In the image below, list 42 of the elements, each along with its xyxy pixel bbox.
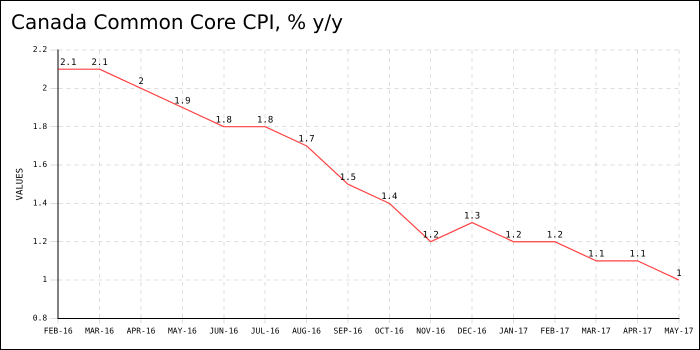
data-label: 1 bbox=[676, 268, 682, 279]
y-tick-label: 1.8 bbox=[32, 122, 48, 131]
data-label: 1.2 bbox=[546, 230, 563, 241]
x-tick-label: JAN-17 bbox=[499, 326, 528, 336]
x-tick-label: MAY-16 bbox=[168, 326, 198, 336]
data-label: 1.7 bbox=[298, 134, 315, 145]
y-tick-label: 1.4 bbox=[32, 198, 48, 208]
x-tick-label: MAY-17 bbox=[664, 326, 694, 336]
x-tick-label: FEB-17 bbox=[540, 326, 570, 336]
x-tick-label: SEP-16 bbox=[333, 326, 363, 336]
x-tick-label: APR-17 bbox=[623, 326, 652, 336]
y-tick-label: 2.2 bbox=[32, 45, 48, 54]
data-label: 1.2 bbox=[422, 230, 439, 241]
data-label: 1.5 bbox=[340, 173, 356, 184]
x-tick-label: MAR-16 bbox=[85, 326, 114, 336]
data-label: 1.3 bbox=[464, 211, 480, 222]
y-tick-label: 1.6 bbox=[32, 160, 48, 170]
y-axis-title: VALUES bbox=[16, 168, 26, 200]
data-label: 2.1 bbox=[60, 58, 76, 68]
x-tick-label: MAR-17 bbox=[582, 326, 611, 336]
y-tick-label: 2 bbox=[42, 83, 48, 92]
y-tick-label: 0.8 bbox=[32, 313, 48, 322]
data-label: 1.9 bbox=[174, 96, 191, 106]
x-tick-label: JUL-16 bbox=[250, 326, 280, 336]
data-label: 1.1 bbox=[629, 250, 646, 260]
x-tick-label: DEC-16 bbox=[458, 326, 487, 336]
data-label: 2.1 bbox=[92, 58, 108, 68]
data-label: 1.1 bbox=[588, 250, 604, 260]
x-tick-label: OCT-16 bbox=[374, 326, 404, 336]
x-tick-label: JUN-16 bbox=[209, 326, 238, 336]
y-tick-label: 1.2 bbox=[32, 236, 48, 246]
data-label: 1.8 bbox=[257, 116, 274, 126]
x-tick-label: FEB-16 bbox=[44, 326, 73, 336]
data-label: 1.4 bbox=[381, 192, 398, 202]
chart-title: Canada Common Core CPI, % y/y bbox=[11, 10, 344, 34]
x-tick-label: NOV-16 bbox=[416, 326, 446, 336]
data-label: 2 bbox=[138, 77, 144, 88]
x-tick-label: APR-16 bbox=[126, 326, 156, 336]
data-label: 1.8 bbox=[216, 116, 232, 126]
y-tick-label: 1 bbox=[42, 275, 48, 284]
data-label: 1.2 bbox=[505, 230, 522, 241]
x-tick-label: AUG-16 bbox=[292, 326, 322, 336]
